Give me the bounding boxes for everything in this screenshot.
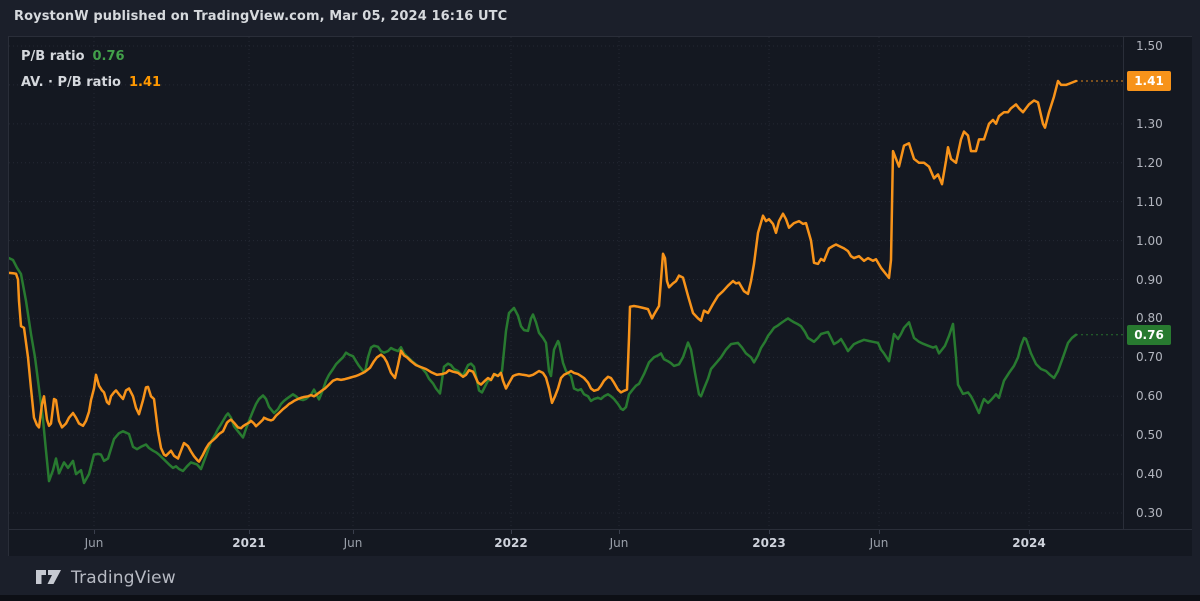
- legend-label: P/B ratio: [21, 49, 85, 64]
- time-axis-label: 2023: [752, 536, 786, 550]
- price-axis-label: 0.50: [1136, 428, 1163, 443]
- time-axis-tick: [353, 530, 354, 534]
- legend-value: 0.76: [92, 49, 125, 64]
- price-axis-label: 1.30: [1136, 116, 1163, 131]
- chart-plot-area[interactable]: [9, 37, 1123, 529]
- time-axis-tick: [1029, 530, 1030, 534]
- time-axis-label: Jun: [84, 536, 104, 550]
- legend-value: 1.41: [129, 75, 162, 90]
- time-axis-label: 2021: [232, 536, 266, 550]
- time-axis-tick: [94, 530, 95, 534]
- page-title: RoystonW published on TradingView.com, M…: [14, 9, 508, 24]
- price-axis-label: 1.00: [1136, 233, 1163, 248]
- time-axis-label: Jun: [343, 536, 363, 550]
- brand-name: TradingView: [71, 568, 176, 588]
- time-axis[interactable]: Jun 2021 Jun 2022 Jun 2023 Jun 2024: [9, 529, 1192, 556]
- avg-pb-ratio-price-badge: 1.41: [1127, 71, 1171, 92]
- legend-row-avg-pb-ratio[interactable]: AV. · P/B ratio 1.41: [21, 70, 161, 96]
- price-axis-label: 1.50: [1136, 39, 1163, 53]
- price-axis-label: 0.60: [1136, 389, 1163, 404]
- bottom-strip: [0, 595, 1200, 601]
- series-line-avg-pb-ratio: [9, 79, 1078, 463]
- price-axis-label: 1.20: [1136, 155, 1163, 170]
- price-axis-label: 0.30: [1136, 506, 1163, 520]
- time-axis-tick: [619, 530, 620, 534]
- pb-ratio-price-badge: 0.76: [1127, 324, 1171, 345]
- tradingview-link[interactable]: TradingView: [36, 566, 176, 590]
- price-axis-label: 0.90: [1136, 272, 1163, 287]
- time-axis-tick: [769, 530, 770, 534]
- price-axis-label: 0.80: [1136, 311, 1163, 326]
- footer: TradingView: [0, 556, 1200, 601]
- time-axis-tick: [511, 530, 512, 534]
- price-axis-label: 1.10: [1136, 194, 1163, 209]
- price-axis-label: 0.70: [1136, 350, 1163, 365]
- legend-label: AV. · P/B ratio: [21, 75, 121, 90]
- price-line-chart: [9, 37, 1123, 529]
- price-axis[interactable]: 1.501.401.301.201.101.000.900.800.700.60…: [1123, 37, 1192, 557]
- time-axis-label: 2024: [1012, 536, 1046, 550]
- price-axis-label: 0.40: [1136, 467, 1163, 482]
- time-axis-label: Jun: [609, 536, 629, 550]
- tradingview-logo-icon: [36, 570, 61, 584]
- legend-row-pb-ratio[interactable]: P/B ratio 0.76: [21, 44, 161, 70]
- chart-legend: P/B ratio 0.76 AV. · P/B ratio 1.41: [21, 44, 161, 96]
- chart-pane[interactable]: P/B ratio 0.76 AV. · P/B ratio 1.41 1.50 1.…: [8, 36, 1192, 557]
- time-axis-label: 2022: [494, 536, 528, 550]
- time-axis-tick: [249, 530, 250, 534]
- time-axis-label: Jun: [869, 536, 889, 550]
- series-line-pb-ratio: [9, 256, 1078, 485]
- time-axis-tick: [879, 530, 880, 534]
